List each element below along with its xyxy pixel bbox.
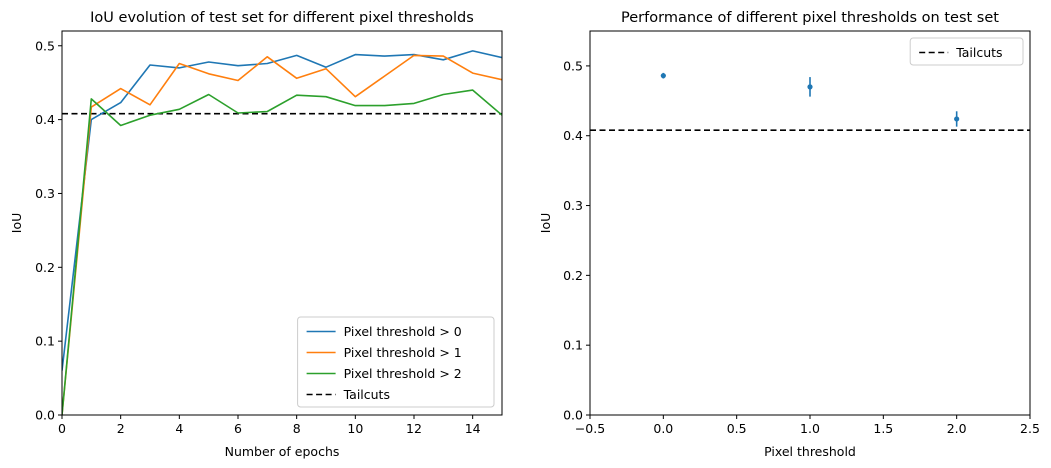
legend-label: Pixel threshold > 1 xyxy=(344,345,462,360)
y-tick-label: 0.3 xyxy=(35,186,55,201)
x-tick-label: 2 xyxy=(117,421,125,436)
y-tick-label: 0.0 xyxy=(563,408,583,423)
legend-label: Tailcuts xyxy=(343,387,390,402)
x-tick-label: 1.5 xyxy=(873,421,893,436)
x-tick-label: 0.0 xyxy=(653,421,673,436)
axes-frame xyxy=(61,30,503,416)
plot-content xyxy=(590,72,1030,131)
x-tick-label: 0 xyxy=(58,421,66,436)
y-axis-label: IoU xyxy=(538,213,553,233)
y-tick-label: 0.0 xyxy=(35,408,55,423)
legend: Tailcuts xyxy=(909,37,1024,66)
x-tick-label: 10 xyxy=(347,421,363,436)
x-tick-label: 12 xyxy=(406,421,422,436)
x-tick-label: 8 xyxy=(293,421,301,436)
axes-frame xyxy=(589,30,1031,416)
x-tick-label: 6 xyxy=(234,421,242,436)
y-tick-label: 0.1 xyxy=(35,334,55,349)
legend-box xyxy=(297,316,495,408)
data-point xyxy=(807,84,813,90)
y-tick-label: 0.4 xyxy=(35,112,55,127)
chart-threshold-performance: Performance of different pixel threshold… xyxy=(538,10,1040,459)
data-point xyxy=(954,116,960,122)
y-tick-label: 0.3 xyxy=(563,198,583,213)
y-axis-label: IoU xyxy=(9,213,24,233)
x-axis-label: Number of epochs xyxy=(225,444,340,459)
y-tick-label: 0.2 xyxy=(35,260,55,275)
x-tick-label: 1.0 xyxy=(800,421,820,436)
x-tick-label: 2.0 xyxy=(947,421,967,436)
legend-label: Pixel threshold > 0 xyxy=(344,324,462,339)
y-tick-label: 0.4 xyxy=(563,128,583,143)
legend-box xyxy=(909,37,1024,66)
legend-label: Tailcuts xyxy=(955,45,1002,60)
x-tick-label: 2.5 xyxy=(1020,421,1040,436)
y-tick-label: 0.2 xyxy=(563,268,583,283)
legend-label: Pixel threshold > 2 xyxy=(344,366,462,381)
x-tick-label: 14 xyxy=(465,421,481,436)
x-axis-label: Pixel threshold xyxy=(764,444,856,459)
legend: Pixel threshold > 0 Pixel threshold > 1 Pi… xyxy=(297,316,495,408)
plot-content xyxy=(62,50,502,415)
plot-area: 0 2 4 6 8 10 12 14 0.0 0.1 0.2 0.3 0.4 0.5 xyxy=(35,30,503,436)
chart-iou-evolution: IoU evolution of test set for different … xyxy=(9,10,503,459)
data-point xyxy=(660,73,666,79)
series-line xyxy=(62,89,502,415)
x-tick-label: −0.5 xyxy=(575,421,605,436)
x-tick-label: 0.5 xyxy=(727,421,747,436)
series-line xyxy=(62,54,502,415)
y-tick-label: 0.5 xyxy=(563,58,583,73)
chart-title: Performance of different pixel threshold… xyxy=(621,10,999,26)
y-tick-label: 0.1 xyxy=(563,338,583,353)
plot-area: −0.5 0.0 0.5 1.0 1.5 2.0 2.50.00.10.20.30.40.5 xyxy=(563,30,1040,436)
chart-title: IoU evolution of test set for different … xyxy=(90,10,474,26)
x-tick-label: 4 xyxy=(175,421,183,436)
y-tick-label: 0.5 xyxy=(35,38,55,53)
series-line xyxy=(62,50,502,371)
